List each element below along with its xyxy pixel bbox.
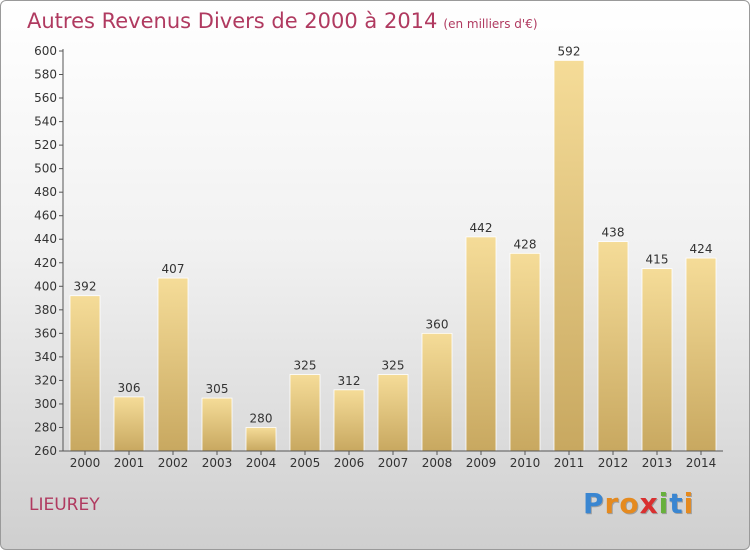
bars: 392 306 407 305 280 325 312 325 360 442 428 592 438 4… — [69, 44, 717, 452]
bar-value-label: 325 — [294, 359, 317, 373]
y-tick-label: 340 — [34, 350, 57, 364]
bar-value-label: 424 — [690, 242, 713, 256]
bar-value-label: 312 — [338, 374, 361, 388]
bar — [289, 374, 321, 452]
y-tick-label: 520 — [34, 138, 57, 152]
bar — [113, 396, 145, 452]
bar — [685, 257, 717, 452]
y-tick-label: 380 — [34, 303, 57, 317]
bar — [641, 268, 673, 452]
chart-subtitle: (en milliers d'€) — [443, 17, 538, 31]
logo-letter: i — [683, 487, 695, 520]
bar-value-label: 306 — [118, 381, 141, 395]
y-tick-label: 300 — [34, 397, 57, 411]
logo-letter: o — [619, 487, 640, 520]
logo-letter: x — [639, 487, 659, 520]
y-tick-label: 540 — [34, 115, 57, 129]
logo-letter: i — [658, 487, 670, 520]
y-tick-label: 440 — [34, 232, 57, 246]
x-tick-label: 2001 — [114, 456, 145, 470]
logo-letter: P — [583, 487, 605, 520]
chart-title-text: Autres Revenus Divers de 2000 à 2014 — [27, 9, 438, 33]
bar — [69, 295, 101, 452]
y-tick-label: 480 — [34, 185, 57, 199]
bar — [245, 427, 277, 452]
y-tick-label: 500 — [34, 162, 57, 176]
bar — [377, 374, 409, 452]
bar-value-label: 392 — [74, 280, 97, 294]
x-tick-label: 2010 — [510, 456, 541, 470]
bar — [421, 332, 453, 452]
bar — [333, 389, 365, 452]
chart-title: Autres Revenus Divers de 2000 à 2014 (en … — [27, 9, 538, 33]
logo-letter: r — [604, 487, 620, 520]
x-tick-label: 2006 — [334, 456, 365, 470]
bar — [157, 277, 189, 452]
y-axis: 260 280 300 320 340 360 380 400 420 440 460 480 500 5… — [34, 44, 64, 458]
bar-value-label: 325 — [382, 359, 405, 373]
bar-value-label: 415 — [646, 253, 669, 267]
y-tick-label: 400 — [34, 279, 57, 293]
bar-value-label: 442 — [470, 221, 493, 235]
x-tick-label: 2009 — [466, 456, 497, 470]
bar-value-label: 592 — [558, 44, 581, 58]
bar-value-label: 407 — [162, 262, 185, 276]
y-tick-label: 260 — [34, 444, 57, 458]
x-tick-label: 2005 — [290, 456, 321, 470]
y-tick-label: 600 — [34, 44, 57, 58]
x-tick-label: 2012 — [598, 456, 629, 470]
bar — [465, 236, 497, 452]
x-tick-label: 2002 — [158, 456, 189, 470]
x-axis: 2000 2001 2002 2003 2004 2005 2006 2007 2008 2009… — [63, 450, 723, 470]
y-tick-label: 280 — [34, 420, 57, 434]
x-tick-label: 2011 — [554, 456, 585, 470]
x-tick-label: 2007 — [378, 456, 409, 470]
bar — [553, 60, 585, 452]
x-tick-label: 2008 — [422, 456, 453, 470]
proxiti-logo: Proxiti — [583, 487, 694, 520]
y-tick-label: 460 — [34, 209, 57, 223]
y-tick-label: 360 — [34, 326, 57, 340]
bar — [597, 241, 629, 452]
bar-value-label: 305 — [206, 382, 229, 396]
x-tick-label: 2003 — [202, 456, 233, 470]
bar-value-label: 438 — [602, 226, 625, 240]
x-tick-label: 2013 — [642, 456, 673, 470]
bar-value-label: 280 — [250, 411, 273, 425]
bar-value-label: 428 — [514, 237, 537, 251]
bar — [509, 252, 541, 452]
y-tick-label: 580 — [34, 68, 57, 82]
bar — [201, 397, 233, 452]
y-tick-label: 560 — [34, 91, 57, 105]
bar-value-label: 360 — [426, 317, 449, 331]
logo-letter: t — [669, 487, 684, 520]
commune-name: LIEUREY — [29, 495, 100, 515]
x-tick-label: 2000 — [70, 456, 101, 470]
y-tick-label: 420 — [34, 256, 57, 270]
x-tick-label: 2014 — [686, 456, 717, 470]
x-tick-label: 2004 — [246, 456, 277, 470]
y-tick-label: 320 — [34, 373, 57, 387]
